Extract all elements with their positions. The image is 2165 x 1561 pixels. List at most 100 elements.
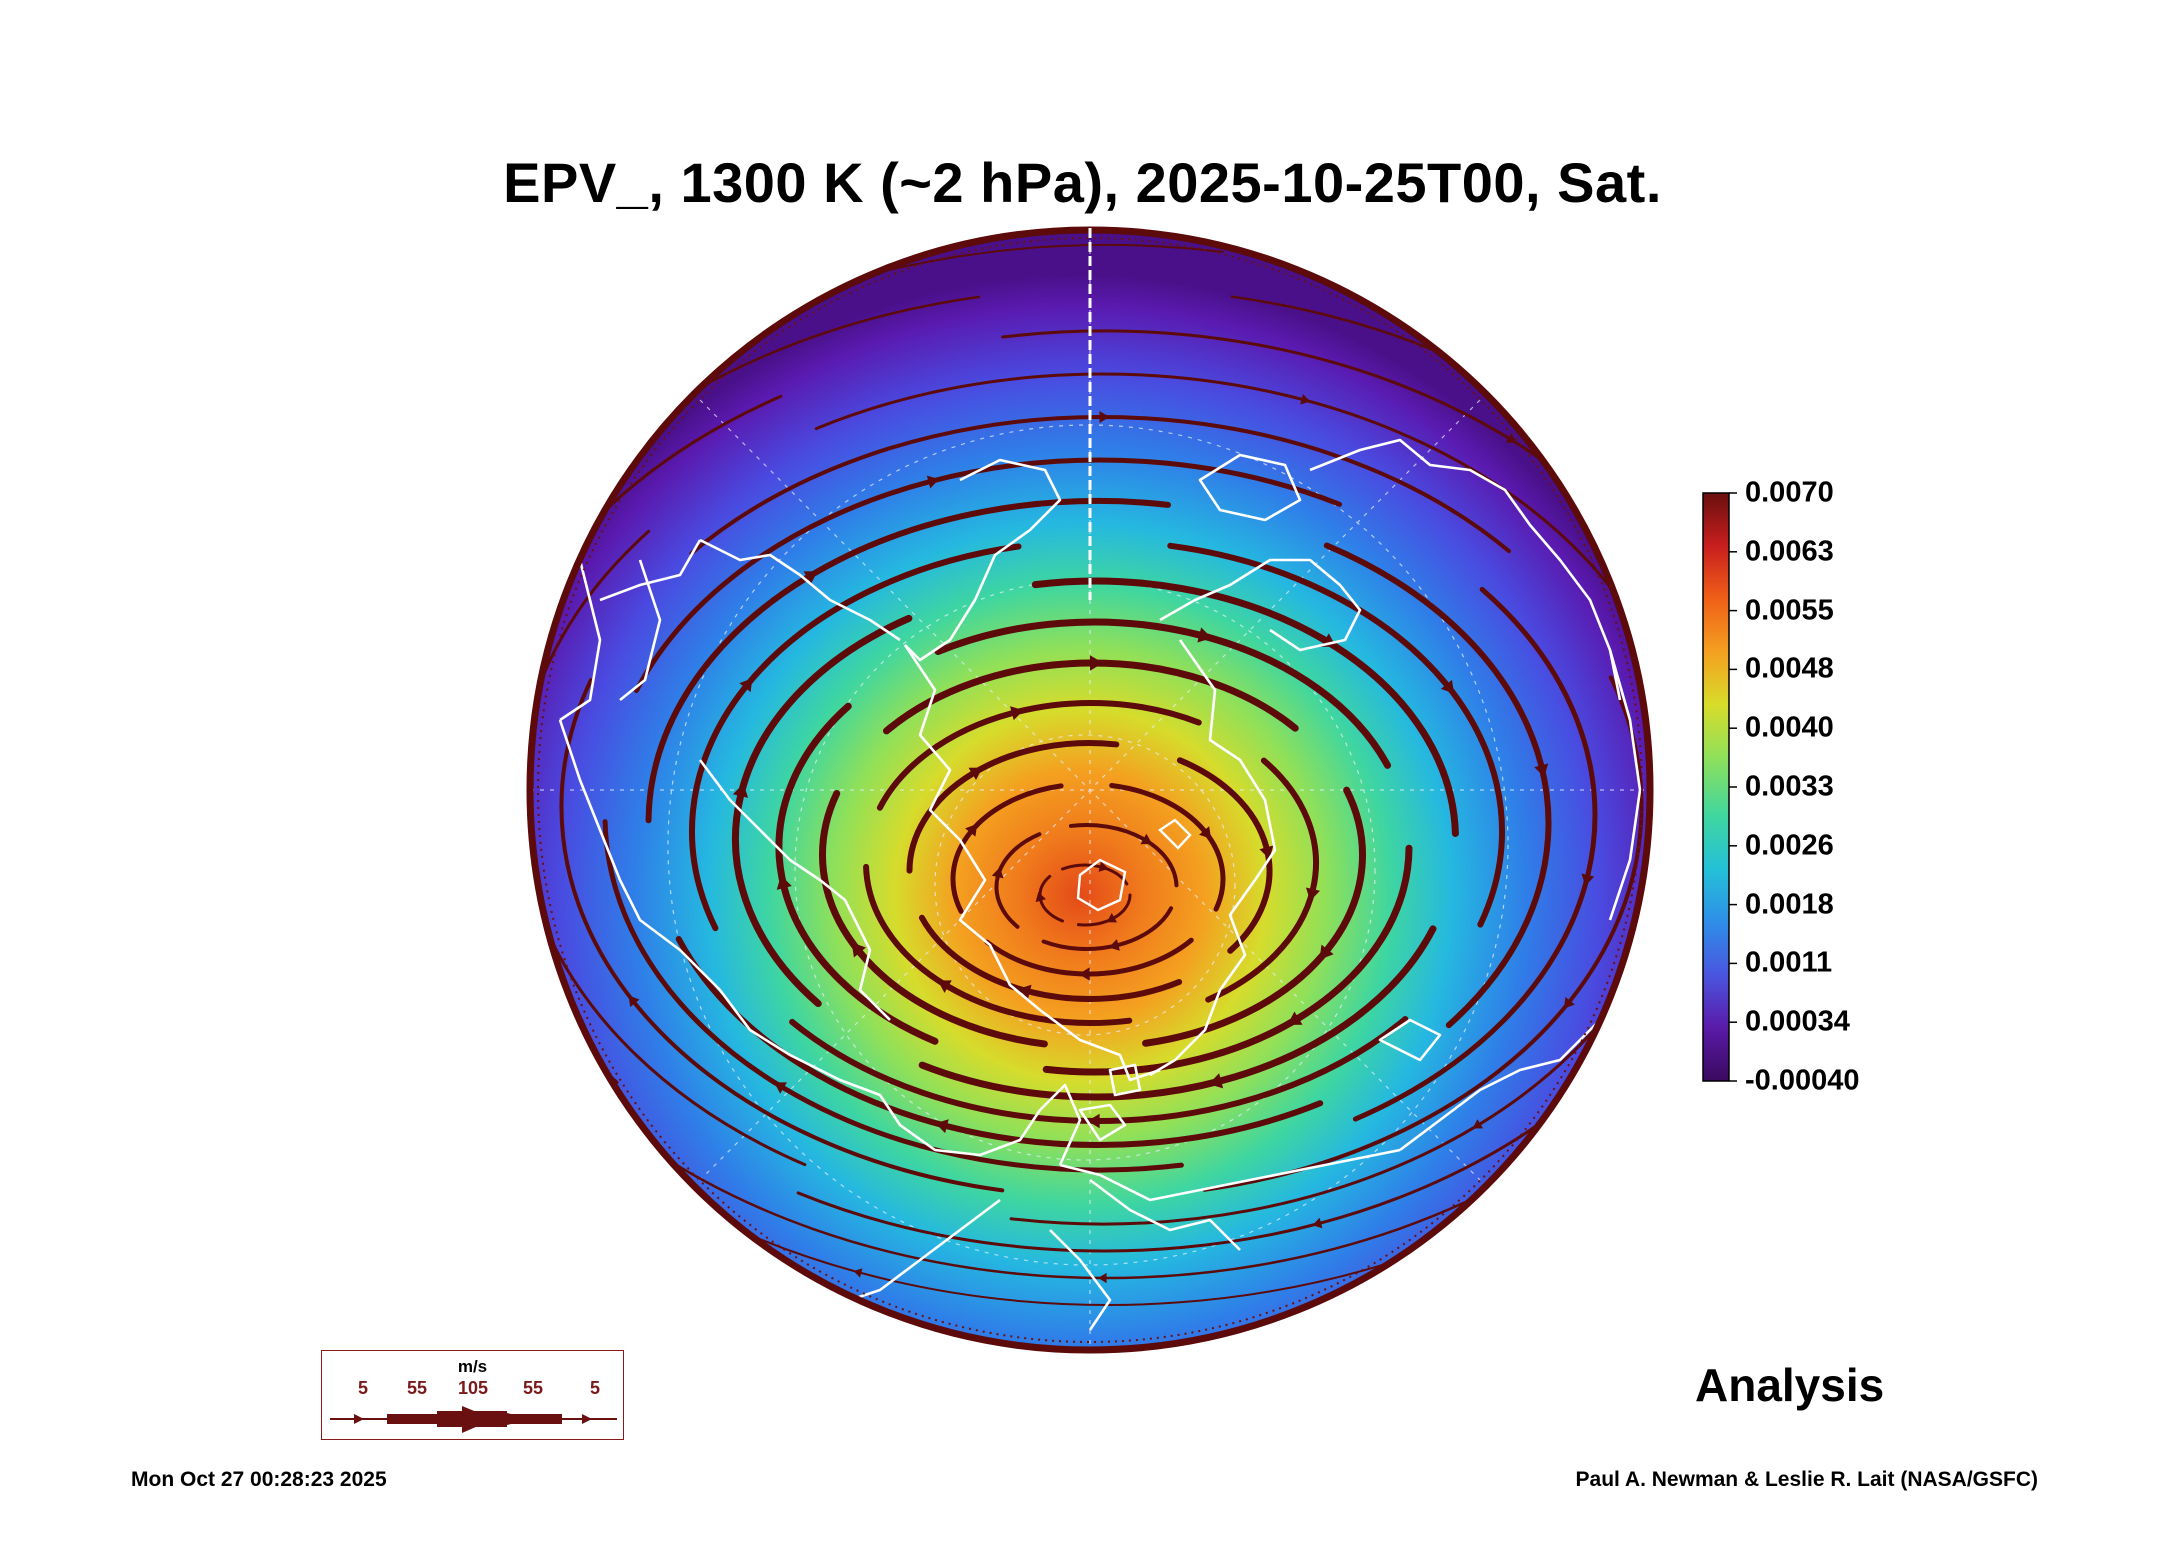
- streamline: [1001, 329, 1650, 786]
- streamline-arrow: [739, 678, 753, 693]
- wind-legend-value: 55: [522, 1378, 544, 1398]
- streamline: [775, 702, 939, 1045]
- streamline: [1038, 874, 1064, 923]
- streamline-arrow: [1087, 1113, 1100, 1129]
- wind-legend-value: 55: [406, 1378, 428, 1398]
- streamline-arrow: [776, 875, 792, 890]
- streamline-arrow: [1108, 939, 1120, 951]
- streamline-arrow: [1035, 891, 1046, 903]
- colorbar-label: -0.00040: [1745, 1064, 1860, 1097]
- streamline: [602, 819, 1184, 1173]
- colorbar-ticks: [1729, 492, 1737, 1082]
- streamline-arrow: [851, 942, 866, 958]
- colorbar-label: 0.0048: [1745, 652, 1834, 685]
- streamline: [906, 740, 1120, 874]
- colorbar-label: 0.0018: [1745, 888, 1834, 921]
- streamline: [934, 618, 1392, 769]
- streamline: [1142, 786, 1366, 1047]
- streamline: [994, 832, 1042, 929]
- streamline-arrow: [968, 767, 983, 781]
- streamline: [863, 863, 1133, 1026]
- streamline-arrow: [1300, 394, 1311, 405]
- wind-legend-unit: m/s: [457, 1357, 488, 1376]
- streamline-arrow: [479, 703, 490, 713]
- streamline: [689, 415, 1511, 556]
- colorbar-label: 0.00034: [1745, 1005, 1850, 1038]
- streamline-arrow: [1319, 944, 1334, 960]
- streamline-arrow: [1505, 433, 1517, 443]
- streamline-arrow: [732, 783, 749, 798]
- streamline-arrow: [1312, 1217, 1323, 1229]
- wind-legend-value: 5: [589, 1378, 601, 1398]
- streamline: [882, 659, 1299, 735]
- streamline-arrow: [1305, 887, 1320, 901]
- streamline-arrow: [1287, 1011, 1303, 1025]
- streamline: [530, 394, 783, 1084]
- streamline-arrow: [1472, 1119, 1484, 1129]
- coastlines: [558, 438, 1642, 1331]
- streamline: [950, 783, 1064, 914]
- colorbar-label: 0.0033: [1745, 770, 1834, 803]
- streamline-arrow: [935, 1119, 949, 1134]
- colorbar-label: 0.0063: [1745, 535, 1834, 568]
- streamline: [1202, 675, 1644, 1192]
- wind-legend: m/s 5 55 105 55 5: [321, 1350, 624, 1440]
- vortex-center: [1076, 818, 1192, 912]
- streamline-arrow: [1098, 1272, 1107, 1284]
- colorbar-label: 0.0026: [1745, 829, 1834, 862]
- streamline-arrow: [1089, 655, 1103, 671]
- streamline-arrow: [1440, 679, 1455, 694]
- streamline-arrow: [1140, 833, 1153, 845]
- streamline-arrow: [1106, 913, 1118, 923]
- colorbar-label: 0.0040: [1745, 711, 1834, 744]
- timestamp: Mon Oct 27 00:28:23 2025: [131, 1468, 387, 1491]
- map-title: EPV_, 1300 K (~2 hPa), 2025-10-25T00, Sa…: [503, 151, 1662, 214]
- streamline-arrow: [1078, 967, 1090, 981]
- streamline-arrow: [774, 1082, 787, 1094]
- streamline-arrow: [1197, 627, 1212, 643]
- streamline-arrow: [853, 1268, 863, 1278]
- streamline-arrow: [530, 865, 533, 876]
- streamline-arrow: [1199, 826, 1212, 839]
- colorbar-label: 0.0070: [1745, 476, 1834, 509]
- streamline: [1323, 542, 1552, 1029]
- streamline-arrow: [1208, 1073, 1224, 1089]
- streamline: [530, 962, 1460, 1306]
- streamline-arrow: [1686, 532, 1695, 542]
- wind-legend-value: 105: [457, 1378, 489, 1398]
- streamline-arrow: [1018, 984, 1032, 999]
- map-overlays: [479, 230, 1695, 1350]
- streamline: [675, 936, 1324, 1148]
- streamline-arrow: [1534, 763, 1549, 777]
- streamline-arrow: [642, 364, 652, 374]
- streamline-arrow: [628, 995, 640, 1008]
- streamline-arrow: [937, 980, 952, 993]
- colorbar-label: 0.0011: [1745, 946, 1833, 979]
- streamline: [1076, 893, 1132, 927]
- wind-streamlines: [479, 244, 1695, 1306]
- streamline: [1230, 295, 1650, 947]
- streamline: [633, 457, 1342, 693]
- wind-legend-value: 5: [357, 1378, 369, 1398]
- streamline-arrow: [1099, 411, 1110, 424]
- streamline-arrow: [1563, 997, 1575, 1009]
- colorbar-label: 0.0055: [1745, 594, 1834, 627]
- streamline-arrow: [1581, 873, 1595, 886]
- colorbar: [1702, 492, 1730, 1082]
- streamline: [530, 295, 981, 948]
- analysis-label: Analysis: [1695, 1359, 1885, 1411]
- streamline-arrow: [965, 823, 978, 837]
- wind-legend-arrow: [330, 1406, 617, 1433]
- streamline: [530, 529, 807, 1167]
- graticule: [530, 230, 1650, 1350]
- streamline-arrow: [803, 571, 818, 584]
- streamline: [1061, 863, 1129, 886]
- streamline-arrow: [991, 867, 1004, 879]
- streamline-arrow: [1010, 706, 1024, 721]
- streamline-arrow: [517, 529, 526, 539]
- streamline-arrow: [926, 475, 940, 489]
- streamline-arrow: [1098, 861, 1109, 872]
- credit: Paul A. Newman & Leslie R. Lait (NASA/GS…: [1575, 1468, 2038, 1491]
